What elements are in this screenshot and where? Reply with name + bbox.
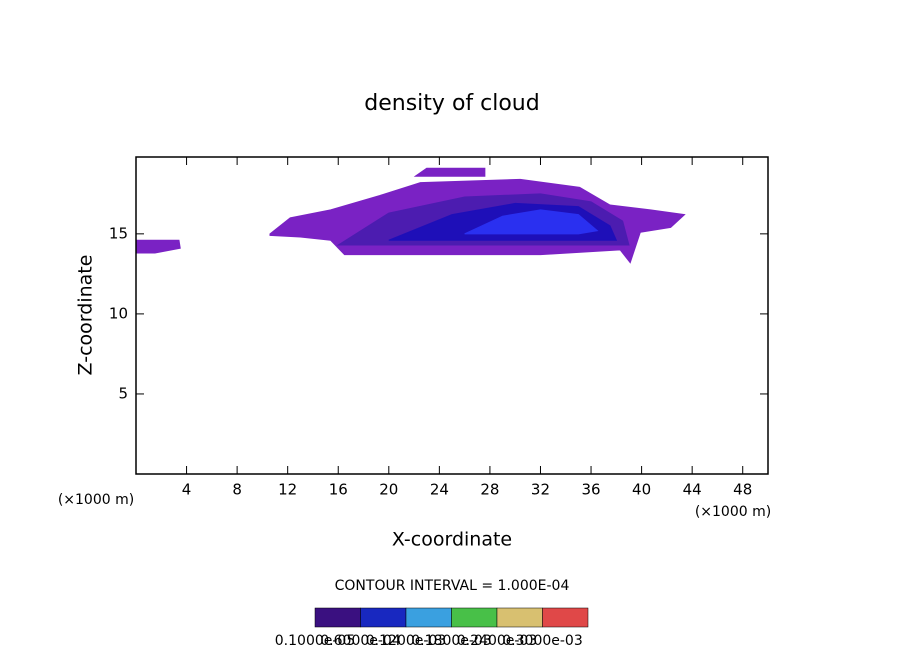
- contour-region: [413, 167, 486, 177]
- colorbar-label: 0.1800e-03: [411, 633, 491, 649]
- x-unit-label: (×1000 m): [58, 492, 134, 508]
- x-tick-label: 48: [733, 481, 752, 499]
- colorbar-label: 0.6000e-04: [320, 633, 401, 649]
- colorbar-segment: [542, 607, 589, 628]
- x-tick-label: 20: [379, 481, 398, 499]
- colorbar-label: 0.1000e-05: [275, 633, 355, 649]
- colorbar-segment: [496, 607, 543, 628]
- x-tick-label: 24: [430, 481, 449, 499]
- x-tick-label: 36: [581, 481, 600, 499]
- x-tick-label: 4: [182, 481, 192, 499]
- y-tick-label: 10: [109, 304, 128, 322]
- x-tick-label: 32: [531, 481, 550, 499]
- plot-frame: [135, 156, 769, 475]
- contour-region: [135, 239, 181, 254]
- colorbar-label: 0.1200e-03: [366, 633, 446, 649]
- colorbar-segment: [360, 607, 407, 628]
- x-tick-label: 8: [232, 481, 242, 499]
- x-unit-label: (×1000 m): [695, 504, 771, 520]
- colorbar-label: 0.2400e-03: [457, 633, 537, 649]
- x-tick-label: 40: [632, 481, 651, 499]
- colorbar-segment: [405, 607, 452, 628]
- contour-region: [464, 209, 599, 235]
- x-axis-label: X-coordinate: [392, 529, 512, 551]
- y-tick-label: 5: [118, 384, 128, 402]
- colorbar-label: 0.3000e-03: [502, 633, 582, 649]
- colorbar-segment: [451, 607, 498, 628]
- colorbar-segment: [314, 607, 361, 628]
- x-tick-label: 16: [329, 481, 348, 499]
- y-axis-label: Z-coordinate: [75, 255, 97, 376]
- x-tick-label: 12: [278, 481, 297, 499]
- contour-interval: CONTOUR INTERVAL = 1.000E-04: [335, 578, 570, 594]
- chart-title: density of cloud: [364, 91, 539, 116]
- x-tick-label: 44: [683, 481, 702, 499]
- y-tick-label: 15: [109, 224, 128, 242]
- x-tick-label: 28: [480, 481, 499, 499]
